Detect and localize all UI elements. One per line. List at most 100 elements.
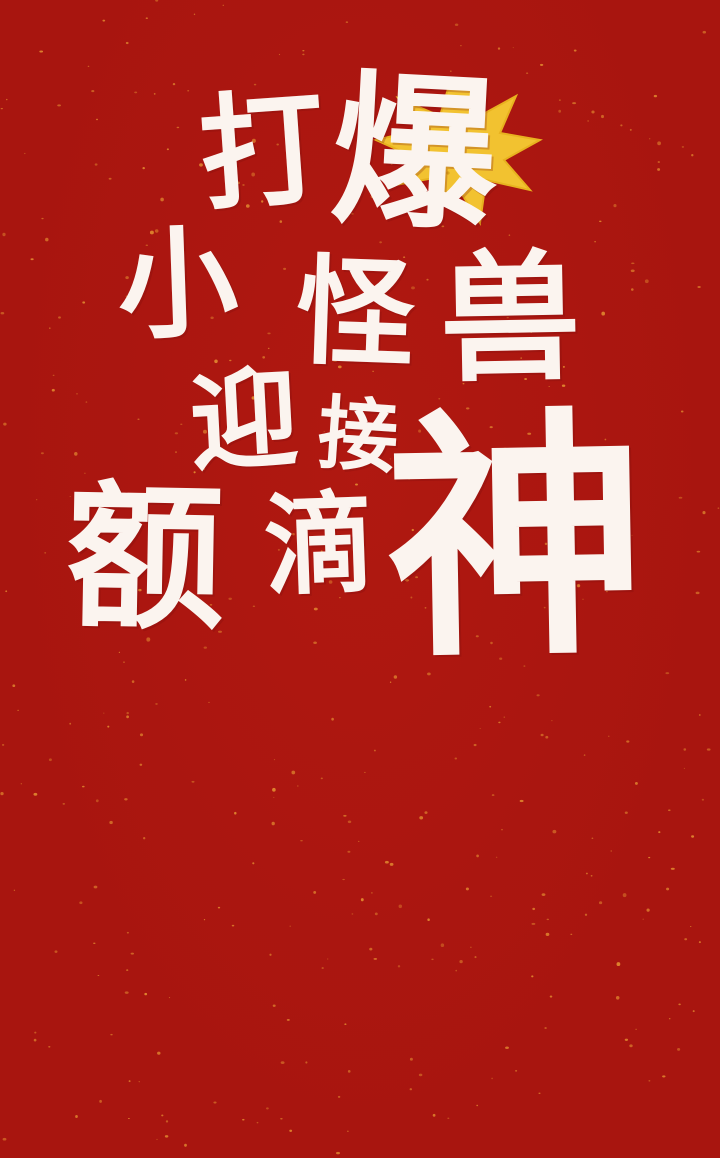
speckle — [424, 607, 427, 609]
speckle — [95, 799, 99, 803]
speckle — [184, 1143, 187, 1147]
speckle — [590, 874, 593, 877]
speckle — [229, 359, 232, 362]
speckle — [115, 555, 118, 558]
speckle — [497, 47, 501, 50]
speckle — [33, 1038, 37, 1042]
speckle — [291, 770, 296, 775]
speckle — [252, 862, 255, 865]
speckle — [347, 820, 352, 824]
speckle — [93, 885, 98, 889]
speckle — [167, 599, 170, 601]
speckle — [222, 4, 225, 6]
speckle — [74, 452, 78, 456]
speckle — [634, 781, 638, 785]
speckle — [434, 577, 437, 580]
speckle — [40, 452, 44, 455]
speckle — [137, 418, 140, 420]
speckle — [138, 1081, 140, 1083]
speckle — [496, 542, 500, 546]
speckle — [209, 604, 213, 606]
speckle — [125, 276, 129, 280]
speckle — [403, 199, 407, 203]
speckle — [320, 777, 323, 780]
speckle — [218, 630, 222, 633]
speckle — [191, 780, 195, 783]
speckle — [599, 220, 602, 223]
speckle — [543, 606, 546, 609]
headline-char-e: 额 — [64, 465, 226, 653]
headline-char-di: 滴 — [261, 479, 377, 611]
speckle — [44, 552, 47, 554]
speckle — [155, 703, 158, 705]
speckle — [48, 758, 52, 762]
speckle — [582, 598, 584, 600]
speckle — [562, 365, 565, 368]
speckle — [287, 550, 290, 552]
speckle — [85, 401, 88, 403]
speckle — [454, 23, 459, 26]
speckle — [432, 1113, 436, 1117]
speckle — [242, 184, 245, 186]
speckle — [441, 225, 445, 228]
speckle — [389, 681, 392, 684]
speckle — [374, 912, 378, 916]
speckle — [286, 571, 290, 575]
speckle — [505, 1046, 509, 1049]
speckle — [359, 281, 362, 283]
speckle — [328, 580, 333, 584]
speckle — [102, 19, 106, 22]
speckle — [339, 597, 341, 599]
speckle — [57, 104, 61, 107]
speckle — [13, 889, 16, 891]
speckle — [635, 1028, 637, 1030]
speckle — [540, 733, 544, 737]
speckle — [93, 942, 96, 944]
headline-char-guai: 怪 — [293, 241, 417, 385]
speckle — [242, 1118, 245, 1121]
speckle — [519, 799, 524, 803]
speckle — [512, 47, 514, 49]
speckle — [601, 311, 606, 316]
speckle — [126, 715, 129, 719]
speckle — [203, 468, 205, 470]
speckle — [701, 798, 705, 801]
speckle — [459, 301, 462, 304]
speckle — [426, 278, 429, 281]
speckle — [17, 709, 19, 712]
speckle — [315, 297, 319, 302]
speckle — [506, 316, 509, 319]
speckle — [203, 429, 207, 434]
speckle — [302, 50, 305, 52]
speckle — [87, 65, 90, 67]
speckle — [131, 680, 135, 683]
speckle — [490, 641, 493, 645]
headline-char-shou: 兽 — [438, 236, 582, 403]
speckle — [523, 665, 526, 667]
speckle — [491, 794, 495, 797]
speckle — [347, 850, 351, 853]
speckle — [300, 840, 303, 842]
speckle — [548, 386, 551, 387]
speckle — [110, 1033, 113, 1036]
speckle — [279, 220, 283, 223]
speckle — [667, 809, 671, 812]
speckle — [124, 991, 129, 994]
speckle — [251, 138, 256, 143]
speckle — [544, 1027, 547, 1029]
speckle — [210, 316, 214, 320]
speckle — [526, 258, 530, 261]
speckle — [99, 1099, 102, 1103]
speckle — [126, 711, 129, 715]
speckle — [530, 332, 533, 333]
speckle — [97, 974, 100, 977]
speckle — [302, 503, 305, 507]
speckle — [373, 749, 376, 752]
speckle — [591, 837, 594, 840]
speckle — [594, 240, 596, 243]
speckle — [678, 496, 683, 499]
speckle — [84, 472, 86, 474]
speckle — [549, 995, 553, 998]
speckle — [134, 91, 138, 94]
speckle — [689, 925, 692, 927]
